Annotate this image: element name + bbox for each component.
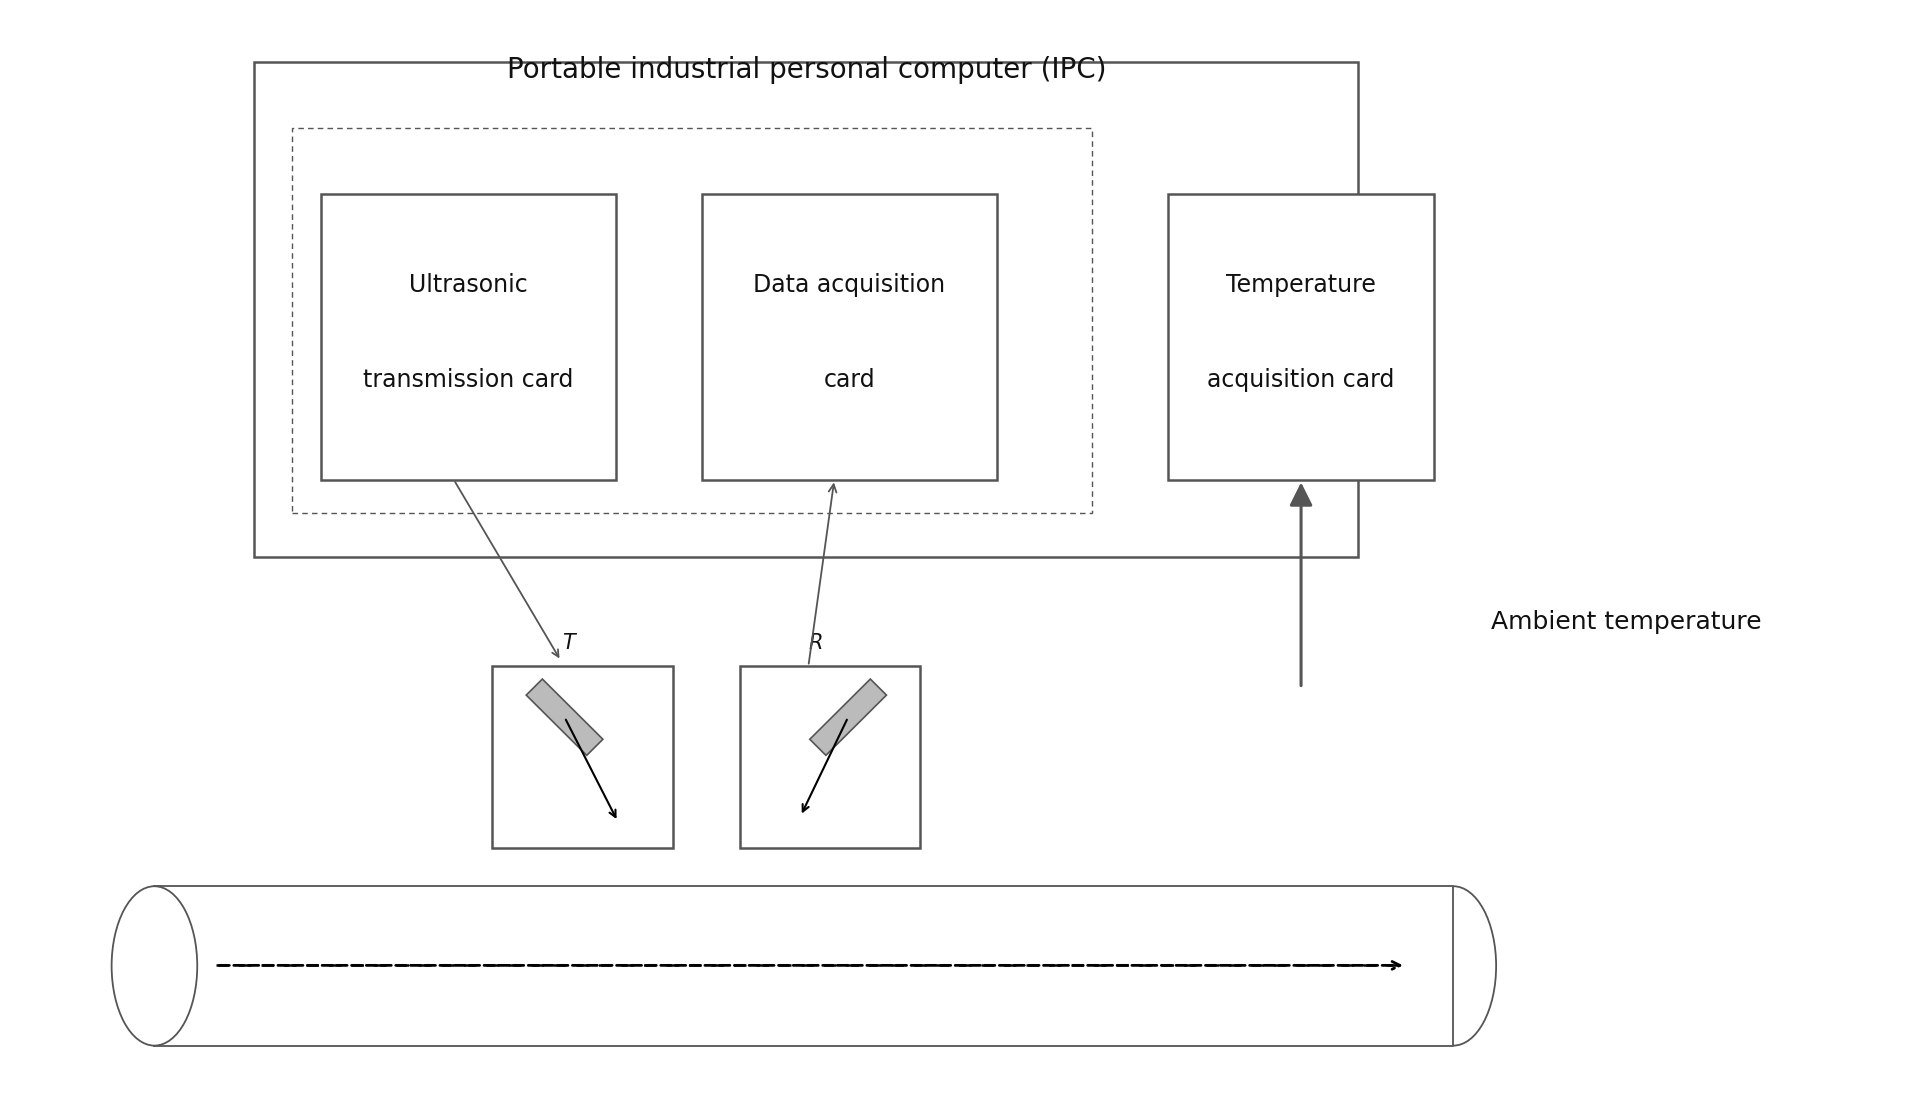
Text: Portable industrial personal computer (IPC): Portable industrial personal computer (I… <box>506 56 1106 83</box>
Bar <box>1167 194 1434 480</box>
Bar <box>255 62 1357 556</box>
Text: T: T <box>562 633 575 653</box>
Bar <box>320 194 615 480</box>
Bar <box>293 128 1091 512</box>
Text: card: card <box>822 367 874 392</box>
Bar <box>155 886 1453 1045</box>
Bar <box>493 667 673 848</box>
Text: acquisition card: acquisition card <box>1208 367 1396 392</box>
Bar <box>740 667 920 848</box>
Polygon shape <box>809 679 886 756</box>
Text: Temperature: Temperature <box>1227 273 1376 297</box>
Text: Data acquisition: Data acquisition <box>753 273 945 297</box>
Polygon shape <box>525 679 604 756</box>
Text: R: R <box>809 633 822 653</box>
Text: Ambient temperature: Ambient temperature <box>1491 610 1762 634</box>
Bar <box>702 194 997 480</box>
Ellipse shape <box>111 886 197 1045</box>
Text: Ultrasonic: Ultrasonic <box>408 273 527 297</box>
Text: transmission card: transmission card <box>362 367 573 392</box>
